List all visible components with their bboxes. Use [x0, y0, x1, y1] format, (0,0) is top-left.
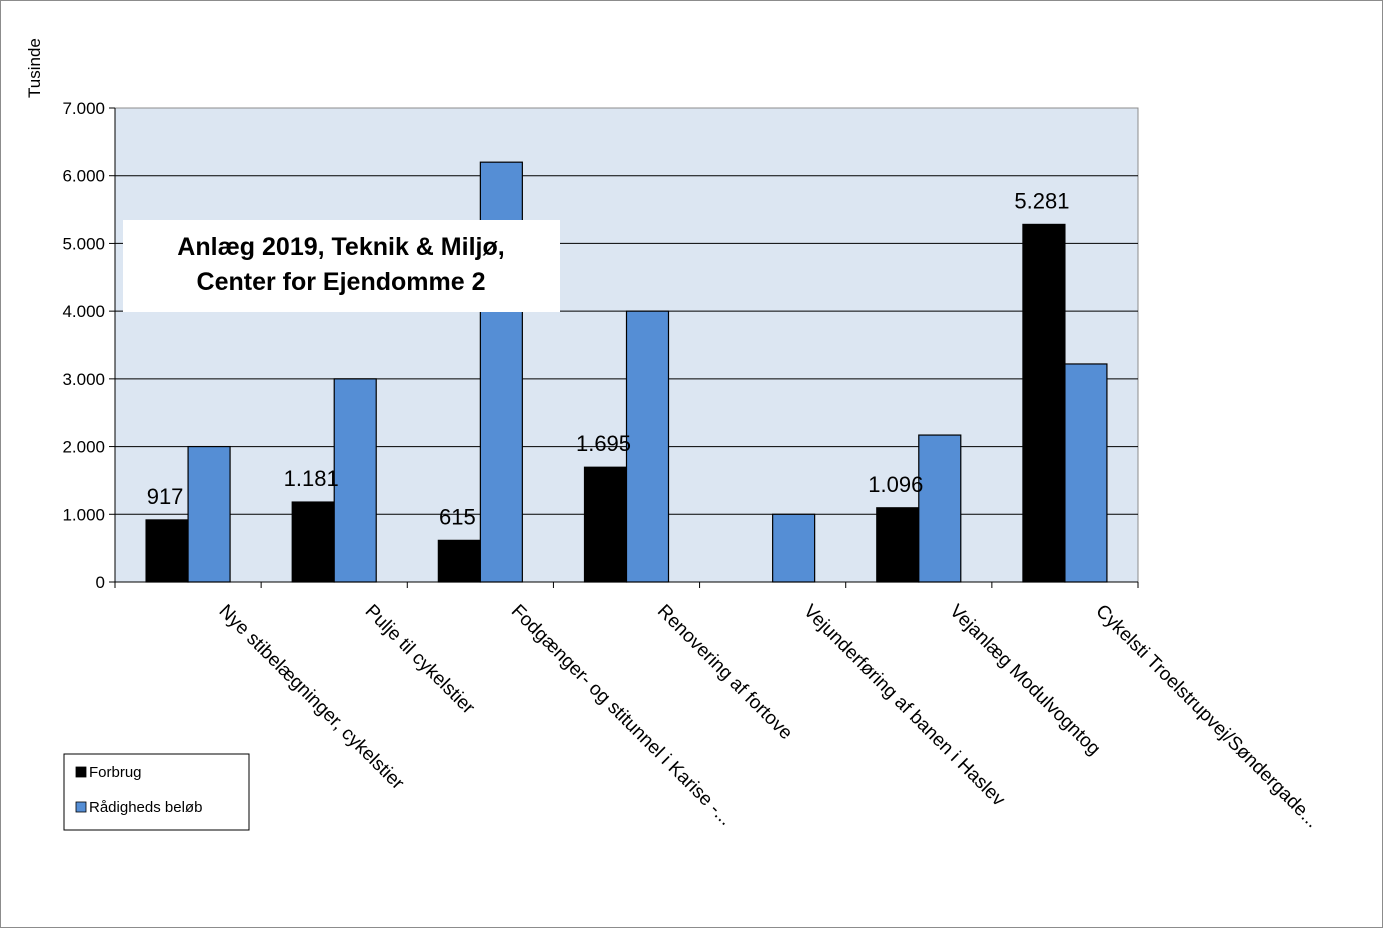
- axes: [109, 107, 1139, 588]
- y-tick-label: 2.000: [62, 438, 105, 457]
- unit-label: Tusinde: [25, 38, 44, 98]
- chart-title-box: [123, 220, 560, 312]
- bar-radigheds-belob: [772, 513, 816, 583]
- legend-swatch-forbrug: [75, 766, 87, 778]
- legend-swatch-radigheds-belob: [75, 801, 87, 813]
- data-label: 615: [439, 504, 476, 529]
- bar-forbrug: [291, 501, 335, 583]
- y-tick-label: 6.000: [62, 167, 105, 186]
- bar-forbrug: [1022, 223, 1066, 583]
- legend-label-forbrug: Forbrug: [89, 764, 142, 781]
- bar-forbrug: [437, 539, 481, 583]
- bar-radigheds-belob: [1064, 363, 1108, 583]
- legend-label-radigheds-belob: Rådigheds beløb: [89, 799, 202, 816]
- bar-radigheds-belob: [333, 378, 377, 583]
- chart-title: Anlæg 2019, Teknik & Miljø, Center for E…: [123, 220, 560, 312]
- bars: [145, 161, 1108, 583]
- bar-radigheds-belob: [918, 434, 962, 583]
- y-tick-label: 7.000: [62, 99, 105, 118]
- bar-forbrug: [876, 507, 920, 583]
- bar-radigheds-belob: [187, 445, 231, 583]
- bar-forbrug: [583, 466, 628, 583]
- y-tick-labels: 0 1.000 2.000 3.000 4.000 5.000 6.000 7.000: [62, 99, 105, 592]
- legend: Forbrug Rådigheds beløb: [63, 753, 250, 831]
- data-labels: 917 1.181 615 1.695 1.096 5.281: [147, 188, 1070, 529]
- y-tick-label: 0: [96, 573, 105, 592]
- legend-box: [63, 753, 250, 831]
- data-label: 917: [147, 484, 184, 509]
- bar-radigheds-belob: [625, 310, 670, 583]
- data-label: 5.281: [1014, 188, 1069, 213]
- chart-title-line-2: Center for Ejendomme 2: [197, 268, 486, 296]
- y-tick-label: 1.000: [62, 505, 105, 524]
- chart-title-line-1: Anlæg 2019, Teknik & Miljø,: [177, 233, 504, 261]
- y-tick-label: 4.000: [62, 302, 105, 321]
- data-label: 1.096: [868, 472, 923, 497]
- y-tick-label: 5.000: [62, 234, 105, 253]
- data-label: 1.181: [284, 466, 339, 491]
- y-tick-label: 3.000: [62, 370, 105, 389]
- bar-forbrug: [145, 519, 189, 583]
- data-label: 1.695: [576, 431, 631, 456]
